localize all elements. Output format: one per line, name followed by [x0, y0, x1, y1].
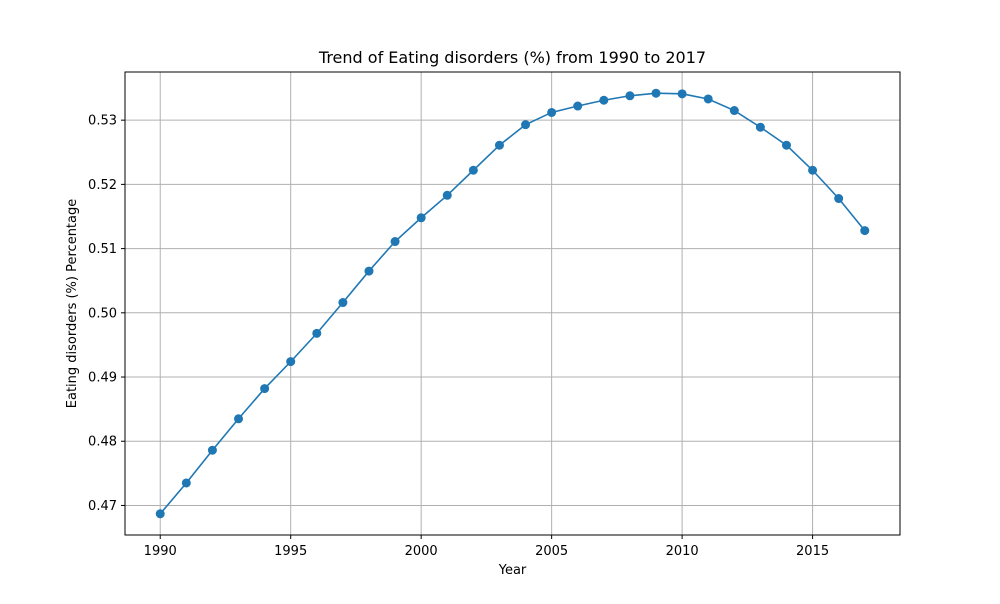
x-tick-label: 2010: [666, 544, 699, 559]
y-tick-label: 0.48: [88, 435, 117, 450]
data-point-marker: [547, 107, 557, 117]
data-point-marker: [260, 384, 270, 394]
data-point-marker: [625, 91, 635, 101]
data-point-marker: [390, 237, 400, 247]
y-tick-label: 0.50: [88, 306, 117, 321]
y-tick-label: 0.52: [88, 178, 117, 193]
data-point-marker: [442, 190, 452, 200]
data-point-marker: [312, 328, 322, 338]
data-point-marker: [494, 140, 504, 150]
data-point-marker: [834, 194, 844, 204]
y-axis-label: Eating disorders (%) Percentage: [65, 199, 80, 408]
data-point-marker: [364, 266, 374, 276]
y-tick-label: 0.51: [88, 242, 117, 257]
data-point-marker: [729, 106, 739, 116]
x-tick-label: 2000: [405, 544, 438, 559]
data-point-marker: [181, 478, 191, 488]
x-tick-label: 2015: [796, 544, 829, 559]
x-axis-label: Year: [498, 563, 527, 578]
data-point-marker: [234, 414, 244, 424]
data-point-marker: [703, 94, 713, 104]
data-point-marker: [651, 88, 661, 98]
x-tick-label: 1995: [274, 544, 307, 559]
data-point-marker: [416, 213, 426, 223]
data-point-marker: [207, 445, 217, 455]
data-point-marker: [599, 95, 609, 105]
data-point-marker: [468, 165, 478, 175]
series-line: [159, 92, 866, 515]
x-tick-label: 1990: [144, 544, 177, 559]
data-point-marker: [286, 357, 296, 367]
data-point-marker: [677, 89, 687, 99]
y-tick-label: 0.47: [88, 499, 117, 514]
y-tick-label: 0.53: [88, 114, 117, 129]
data-point-marker: [755, 122, 765, 132]
data-point-marker: [155, 509, 165, 519]
data-point-marker: [860, 226, 870, 236]
data-point-marker: [573, 101, 583, 111]
data-point-marker: [808, 165, 818, 175]
chart-title: Trend of Eating disorders (%) from 1990 …: [318, 48, 706, 67]
plot-area-frame: [124, 71, 901, 536]
data-point-marker: [521, 120, 531, 130]
data-point-marker: [338, 298, 348, 308]
y-tick-label: 0.49: [88, 371, 117, 386]
x-tick-label: 2005: [535, 544, 568, 559]
data-point-marker: [781, 140, 791, 150]
